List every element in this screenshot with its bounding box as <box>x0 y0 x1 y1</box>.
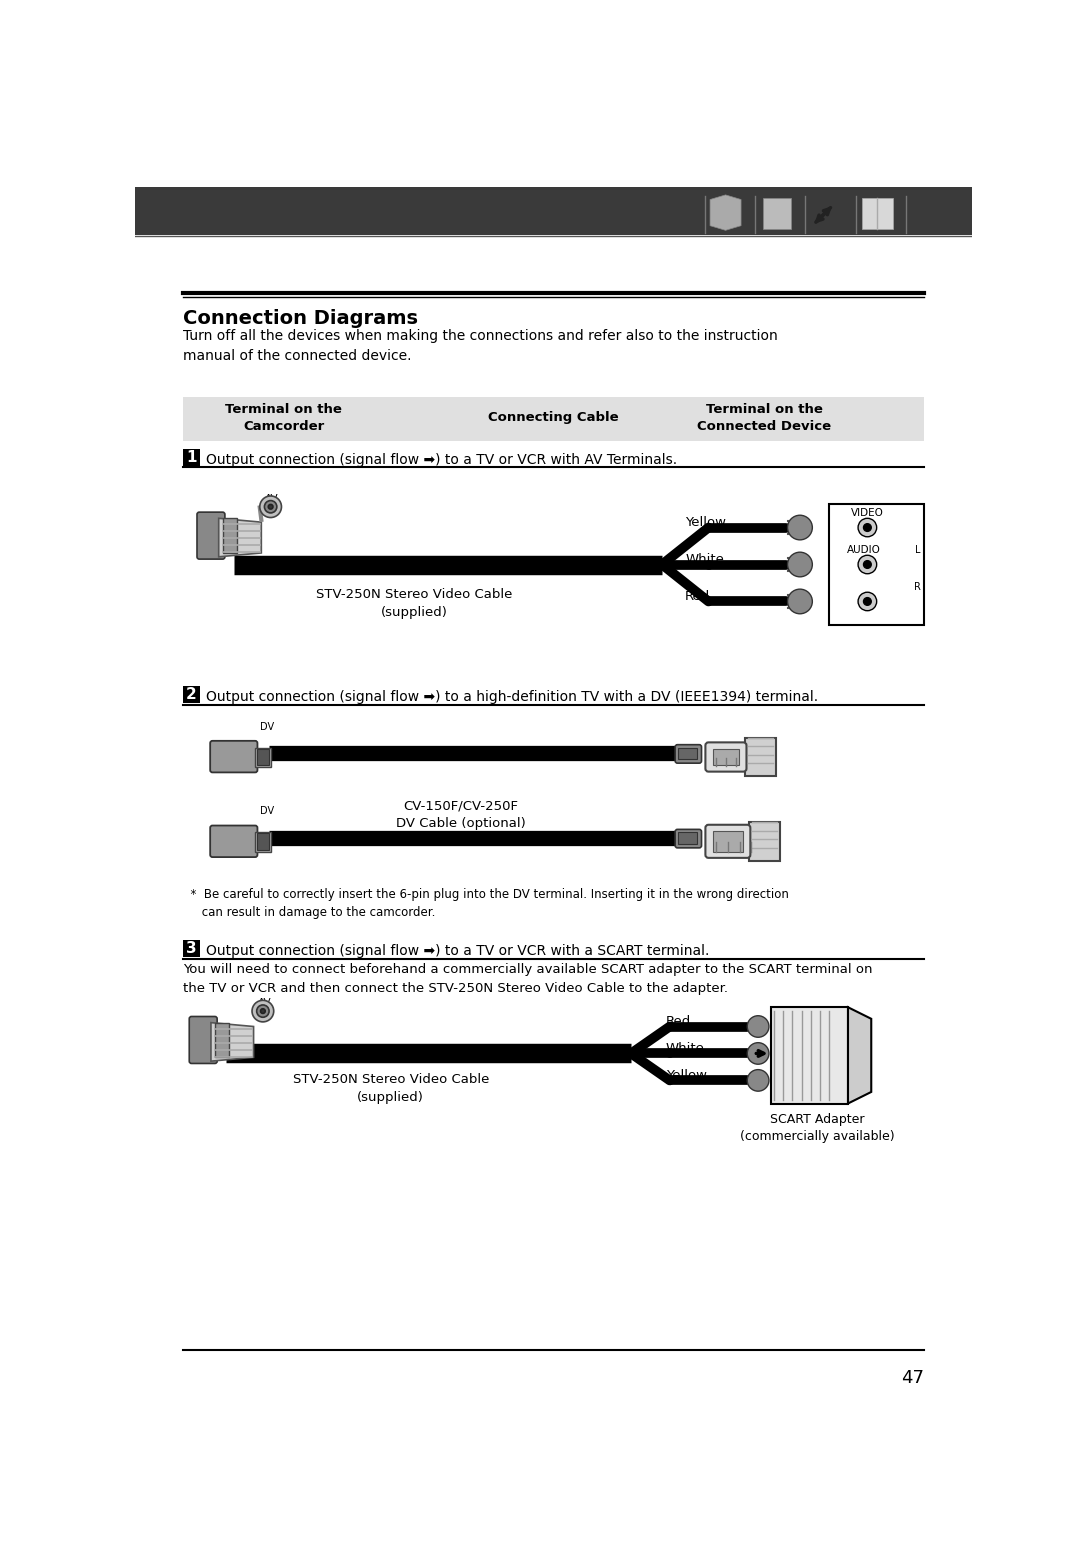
Text: R: R <box>915 582 921 593</box>
Text: You will need to connect beforehand a commercially available SCART adapter to th: You will need to connect beforehand a co… <box>183 964 873 995</box>
Text: AV: AV <box>266 493 279 504</box>
Circle shape <box>787 515 812 540</box>
Text: AUDIO: AUDIO <box>848 546 881 555</box>
Text: Output connection (signal flow ➡) to a high-definition TV with a DV (IEEE1394) t: Output connection (signal flow ➡) to a h… <box>206 690 819 704</box>
Polygon shape <box>211 1023 254 1061</box>
Circle shape <box>797 599 804 605</box>
Bar <box>183 941 200 958</box>
Text: Yellow: Yellow <box>685 516 726 529</box>
Bar <box>257 749 269 766</box>
Text: Output connection (signal flow ➡) to a TV or VCR with a SCART terminal.: Output connection (signal flow ➡) to a T… <box>206 944 710 958</box>
Text: Yellow: Yellow <box>666 1069 707 1083</box>
Text: 4-pin: 4-pin <box>714 758 745 771</box>
FancyBboxPatch shape <box>675 744 702 763</box>
Circle shape <box>252 1000 273 1022</box>
Bar <box>222 518 237 552</box>
Text: SCART Adapter
(commercially available): SCART Adapter (commercially available) <box>740 1112 894 1143</box>
Text: STV-250N Stereo Video Cable
(supplied): STV-250N Stereo Video Cable (supplied) <box>293 1073 489 1104</box>
Text: Red: Red <box>666 1016 691 1028</box>
FancyBboxPatch shape <box>197 512 225 558</box>
Text: Red: Red <box>685 590 711 604</box>
Circle shape <box>859 555 877 574</box>
FancyBboxPatch shape <box>705 825 751 858</box>
Text: Terminal on the
Camcorder: Terminal on the Camcorder <box>226 402 342 432</box>
Text: *  Be careful to correctly insert the 6-pin plug into the DV terminal. Inserting: * Be careful to correctly insert the 6-p… <box>183 888 788 919</box>
Circle shape <box>787 590 812 613</box>
Text: 1: 1 <box>187 449 197 465</box>
Bar <box>257 833 269 850</box>
Circle shape <box>793 519 808 535</box>
FancyBboxPatch shape <box>675 830 702 849</box>
Circle shape <box>260 496 282 518</box>
Circle shape <box>257 1005 269 1017</box>
Circle shape <box>268 504 273 509</box>
Circle shape <box>747 1042 769 1064</box>
Bar <box>183 449 200 466</box>
Text: DV: DV <box>259 722 274 732</box>
Circle shape <box>859 518 877 537</box>
Circle shape <box>260 1009 266 1014</box>
Text: White: White <box>666 1042 705 1055</box>
Text: 47: 47 <box>901 1370 924 1387</box>
Bar <box>770 1008 848 1103</box>
Text: 2: 2 <box>186 686 197 702</box>
Bar <box>713 831 743 852</box>
FancyBboxPatch shape <box>211 741 257 772</box>
Polygon shape <box>218 518 261 557</box>
Text: Terminal on the
Connected Device: Terminal on the Connected Device <box>698 402 832 432</box>
Circle shape <box>747 1070 769 1090</box>
Polygon shape <box>710 195 741 231</box>
Circle shape <box>747 1016 769 1037</box>
Text: White: White <box>685 554 724 566</box>
Text: Connecting Cable: Connecting Cable <box>488 410 619 423</box>
Bar <box>677 833 697 844</box>
Circle shape <box>756 1051 760 1056</box>
Text: Connection Diagrams: Connection Diagrams <box>183 309 418 328</box>
FancyBboxPatch shape <box>705 743 746 772</box>
Bar <box>713 749 739 766</box>
Text: STV-250N Stereo Video Cable
(supplied): STV-250N Stereo Video Cable (supplied) <box>315 588 512 619</box>
Bar <box>135 187 972 236</box>
Circle shape <box>859 593 877 610</box>
Text: 3: 3 <box>186 941 197 956</box>
Text: AV: AV <box>258 998 271 1008</box>
Circle shape <box>752 1047 765 1059</box>
Polygon shape <box>848 1008 872 1103</box>
Circle shape <box>864 560 872 568</box>
Circle shape <box>793 594 808 608</box>
Bar <box>183 686 200 704</box>
Circle shape <box>756 1025 760 1028</box>
Bar <box>745 738 775 777</box>
Polygon shape <box>762 198 791 229</box>
Bar <box>183 396 924 441</box>
Text: 6-pin*: 6-pin* <box>713 844 751 856</box>
Text: CV-150F/CV-250F
DV Cable (optional): CV-150F/CV-250F DV Cable (optional) <box>395 799 525 830</box>
Text: DV: DV <box>259 807 274 816</box>
FancyBboxPatch shape <box>189 1017 217 1064</box>
Circle shape <box>797 524 804 530</box>
Text: L: L <box>915 546 920 555</box>
FancyBboxPatch shape <box>211 825 257 856</box>
Circle shape <box>756 1078 760 1083</box>
Text: Output connection (signal flow ➡) to a TV or VCR with AV Terminals.: Output connection (signal flow ➡) to a T… <box>206 452 677 466</box>
Circle shape <box>797 562 804 568</box>
Circle shape <box>265 501 276 513</box>
Circle shape <box>752 1075 765 1087</box>
Text: Turn off all the devices when making the connections and refer also to the instr: Turn off all the devices when making the… <box>183 329 778 363</box>
Polygon shape <box>862 198 893 229</box>
Bar <box>748 822 780 861</box>
Circle shape <box>752 1020 765 1033</box>
Bar <box>255 833 271 852</box>
Circle shape <box>864 524 872 532</box>
Bar <box>215 1023 229 1058</box>
Bar <box>828 504 924 624</box>
Circle shape <box>864 597 872 605</box>
Text: VIDEO: VIDEO <box>851 509 883 518</box>
Bar <box>255 747 271 768</box>
Circle shape <box>787 552 812 577</box>
Circle shape <box>793 557 808 573</box>
Bar <box>677 747 697 760</box>
